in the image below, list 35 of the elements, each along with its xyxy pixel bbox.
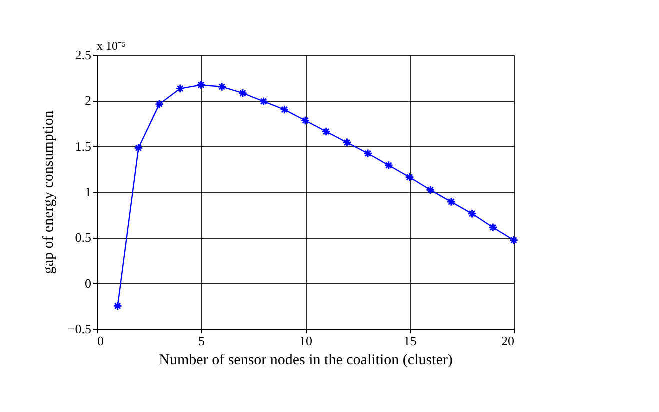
y-tick-label: −0.5 [68, 322, 92, 336]
point [196, 80, 206, 90]
point [176, 84, 186, 94]
point [134, 144, 144, 153]
point [280, 105, 290, 114]
y-tick-label: 0.5 [75, 230, 92, 246]
x-tick-label: 5 [198, 334, 205, 348]
text: x 10⁻⁵ [97, 39, 126, 53]
x-tick-label: 15 [404, 334, 417, 348]
x-axis-title: Number of sensor nodes in the coalition (cluster) [159, 352, 453, 368]
point [113, 302, 122, 311]
point [154, 100, 164, 109]
x-tick-label: 0 [98, 334, 104, 348]
point [300, 116, 310, 126]
y-tick-label: 1.5 [75, 138, 92, 154]
x-tick-label: 10 [300, 334, 312, 348]
point [217, 82, 227, 92]
point [468, 209, 477, 219]
point [405, 172, 414, 182]
y-tick-label: 2.5 [75, 48, 92, 62]
point [384, 160, 394, 170]
y-axis-title: gap of energy consumption [40, 110, 57, 274]
y-tick-label: 0 [85, 276, 92, 291]
point [238, 88, 248, 98]
point [426, 186, 436, 195]
point [488, 222, 498, 232]
point [322, 127, 331, 136]
point [342, 138, 352, 148]
x-tick-label: 20 [502, 334, 514, 348]
point [259, 96, 268, 106]
point [509, 236, 519, 246]
point [446, 197, 456, 207]
y-tick-label: 1 [85, 184, 92, 200]
y-tick-label: 2 [85, 93, 92, 108]
point [363, 149, 373, 158]
